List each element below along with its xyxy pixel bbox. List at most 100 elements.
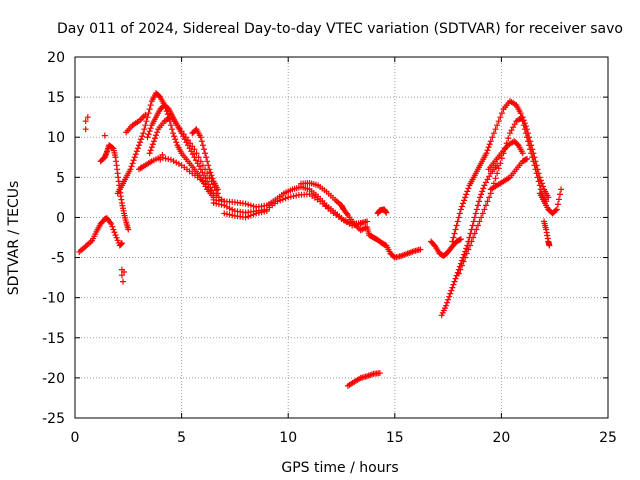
data-point — [457, 236, 464, 243]
data-point — [471, 214, 478, 221]
data-point — [164, 111, 171, 118]
data-point — [465, 246, 472, 253]
data-point — [134, 145, 141, 152]
data-point — [154, 129, 161, 136]
data-point — [514, 141, 521, 148]
x-tick-label: 10 — [279, 430, 297, 446]
data-point — [255, 209, 262, 216]
data-point — [486, 141, 493, 148]
y-tick-label: 20 — [47, 50, 65, 66]
data-point — [476, 218, 483, 225]
data-point — [526, 134, 533, 141]
data-point — [479, 188, 486, 195]
data-point — [457, 266, 464, 273]
data-point — [199, 142, 206, 149]
y-tick-label: 15 — [47, 90, 65, 106]
data-point — [525, 130, 532, 137]
data-point — [146, 150, 153, 157]
data-point — [452, 275, 459, 282]
data-point — [470, 218, 477, 225]
data-point — [213, 200, 220, 207]
data-point — [172, 136, 179, 143]
data-point — [189, 151, 196, 158]
data-point — [159, 151, 166, 158]
data-point — [494, 122, 501, 129]
data-point — [376, 370, 383, 377]
data-point — [148, 144, 155, 151]
data-point — [477, 194, 484, 201]
data-point — [147, 125, 154, 132]
data-point — [531, 154, 538, 161]
data-point — [141, 126, 148, 133]
data-point — [258, 209, 265, 216]
data-point — [494, 170, 501, 177]
data-point — [522, 156, 529, 163]
data-point — [138, 164, 145, 171]
data-point — [455, 270, 462, 277]
data-point — [462, 254, 469, 261]
data-point — [207, 169, 214, 176]
data-point — [364, 218, 371, 225]
data-point — [481, 182, 488, 189]
data-point — [180, 131, 187, 138]
y-tick-label: -20 — [42, 371, 65, 387]
data-point — [545, 194, 552, 201]
data-point — [127, 166, 134, 173]
data-point — [197, 134, 204, 141]
data-point — [450, 234, 457, 241]
data-point — [472, 210, 479, 217]
data-point — [202, 175, 209, 182]
data-point — [174, 122, 181, 129]
data-point — [157, 156, 164, 163]
data-point — [466, 242, 473, 249]
data-point — [554, 201, 561, 208]
data-point — [125, 226, 132, 233]
data-point — [468, 238, 475, 245]
data-point — [442, 302, 449, 309]
data-point — [492, 126, 499, 133]
data-point — [492, 175, 499, 182]
data-point — [131, 154, 138, 161]
data-point — [535, 170, 542, 177]
data-point — [171, 133, 178, 140]
data-point — [153, 132, 160, 139]
chart-title: Day 011 of 2024, Sidereal Day-to-day VTE… — [57, 21, 623, 37]
data-point — [494, 162, 501, 169]
data-point — [146, 106, 153, 113]
data-point — [194, 160, 201, 167]
data-point — [169, 126, 176, 133]
data-point — [197, 158, 204, 165]
data-point — [553, 206, 560, 213]
data-point — [247, 202, 254, 209]
data-point — [223, 211, 230, 218]
data-point — [188, 148, 195, 155]
data-point — [199, 162, 206, 169]
data-point — [218, 201, 225, 208]
data-point — [250, 203, 257, 210]
data-point — [453, 222, 460, 229]
data-point — [521, 120, 528, 127]
data-point — [451, 278, 458, 285]
data-point — [162, 155, 169, 162]
data-point — [483, 150, 490, 157]
data-point — [486, 194, 493, 201]
data-point — [182, 134, 189, 141]
data-point — [215, 201, 222, 208]
data-point — [156, 93, 163, 100]
data-point — [129, 160, 136, 167]
data-point — [207, 187, 214, 194]
data-point — [474, 222, 481, 229]
data-point — [191, 146, 198, 153]
data-point — [557, 191, 564, 198]
data-point — [463, 250, 470, 257]
data-point — [204, 158, 211, 165]
data-point — [533, 162, 540, 169]
data-point — [274, 198, 281, 205]
data-point — [481, 206, 488, 213]
data-point — [145, 131, 152, 138]
data-point — [450, 281, 457, 288]
data-point — [189, 143, 196, 150]
data-point — [202, 150, 209, 157]
data-point — [130, 157, 137, 164]
data-point — [226, 211, 233, 218]
